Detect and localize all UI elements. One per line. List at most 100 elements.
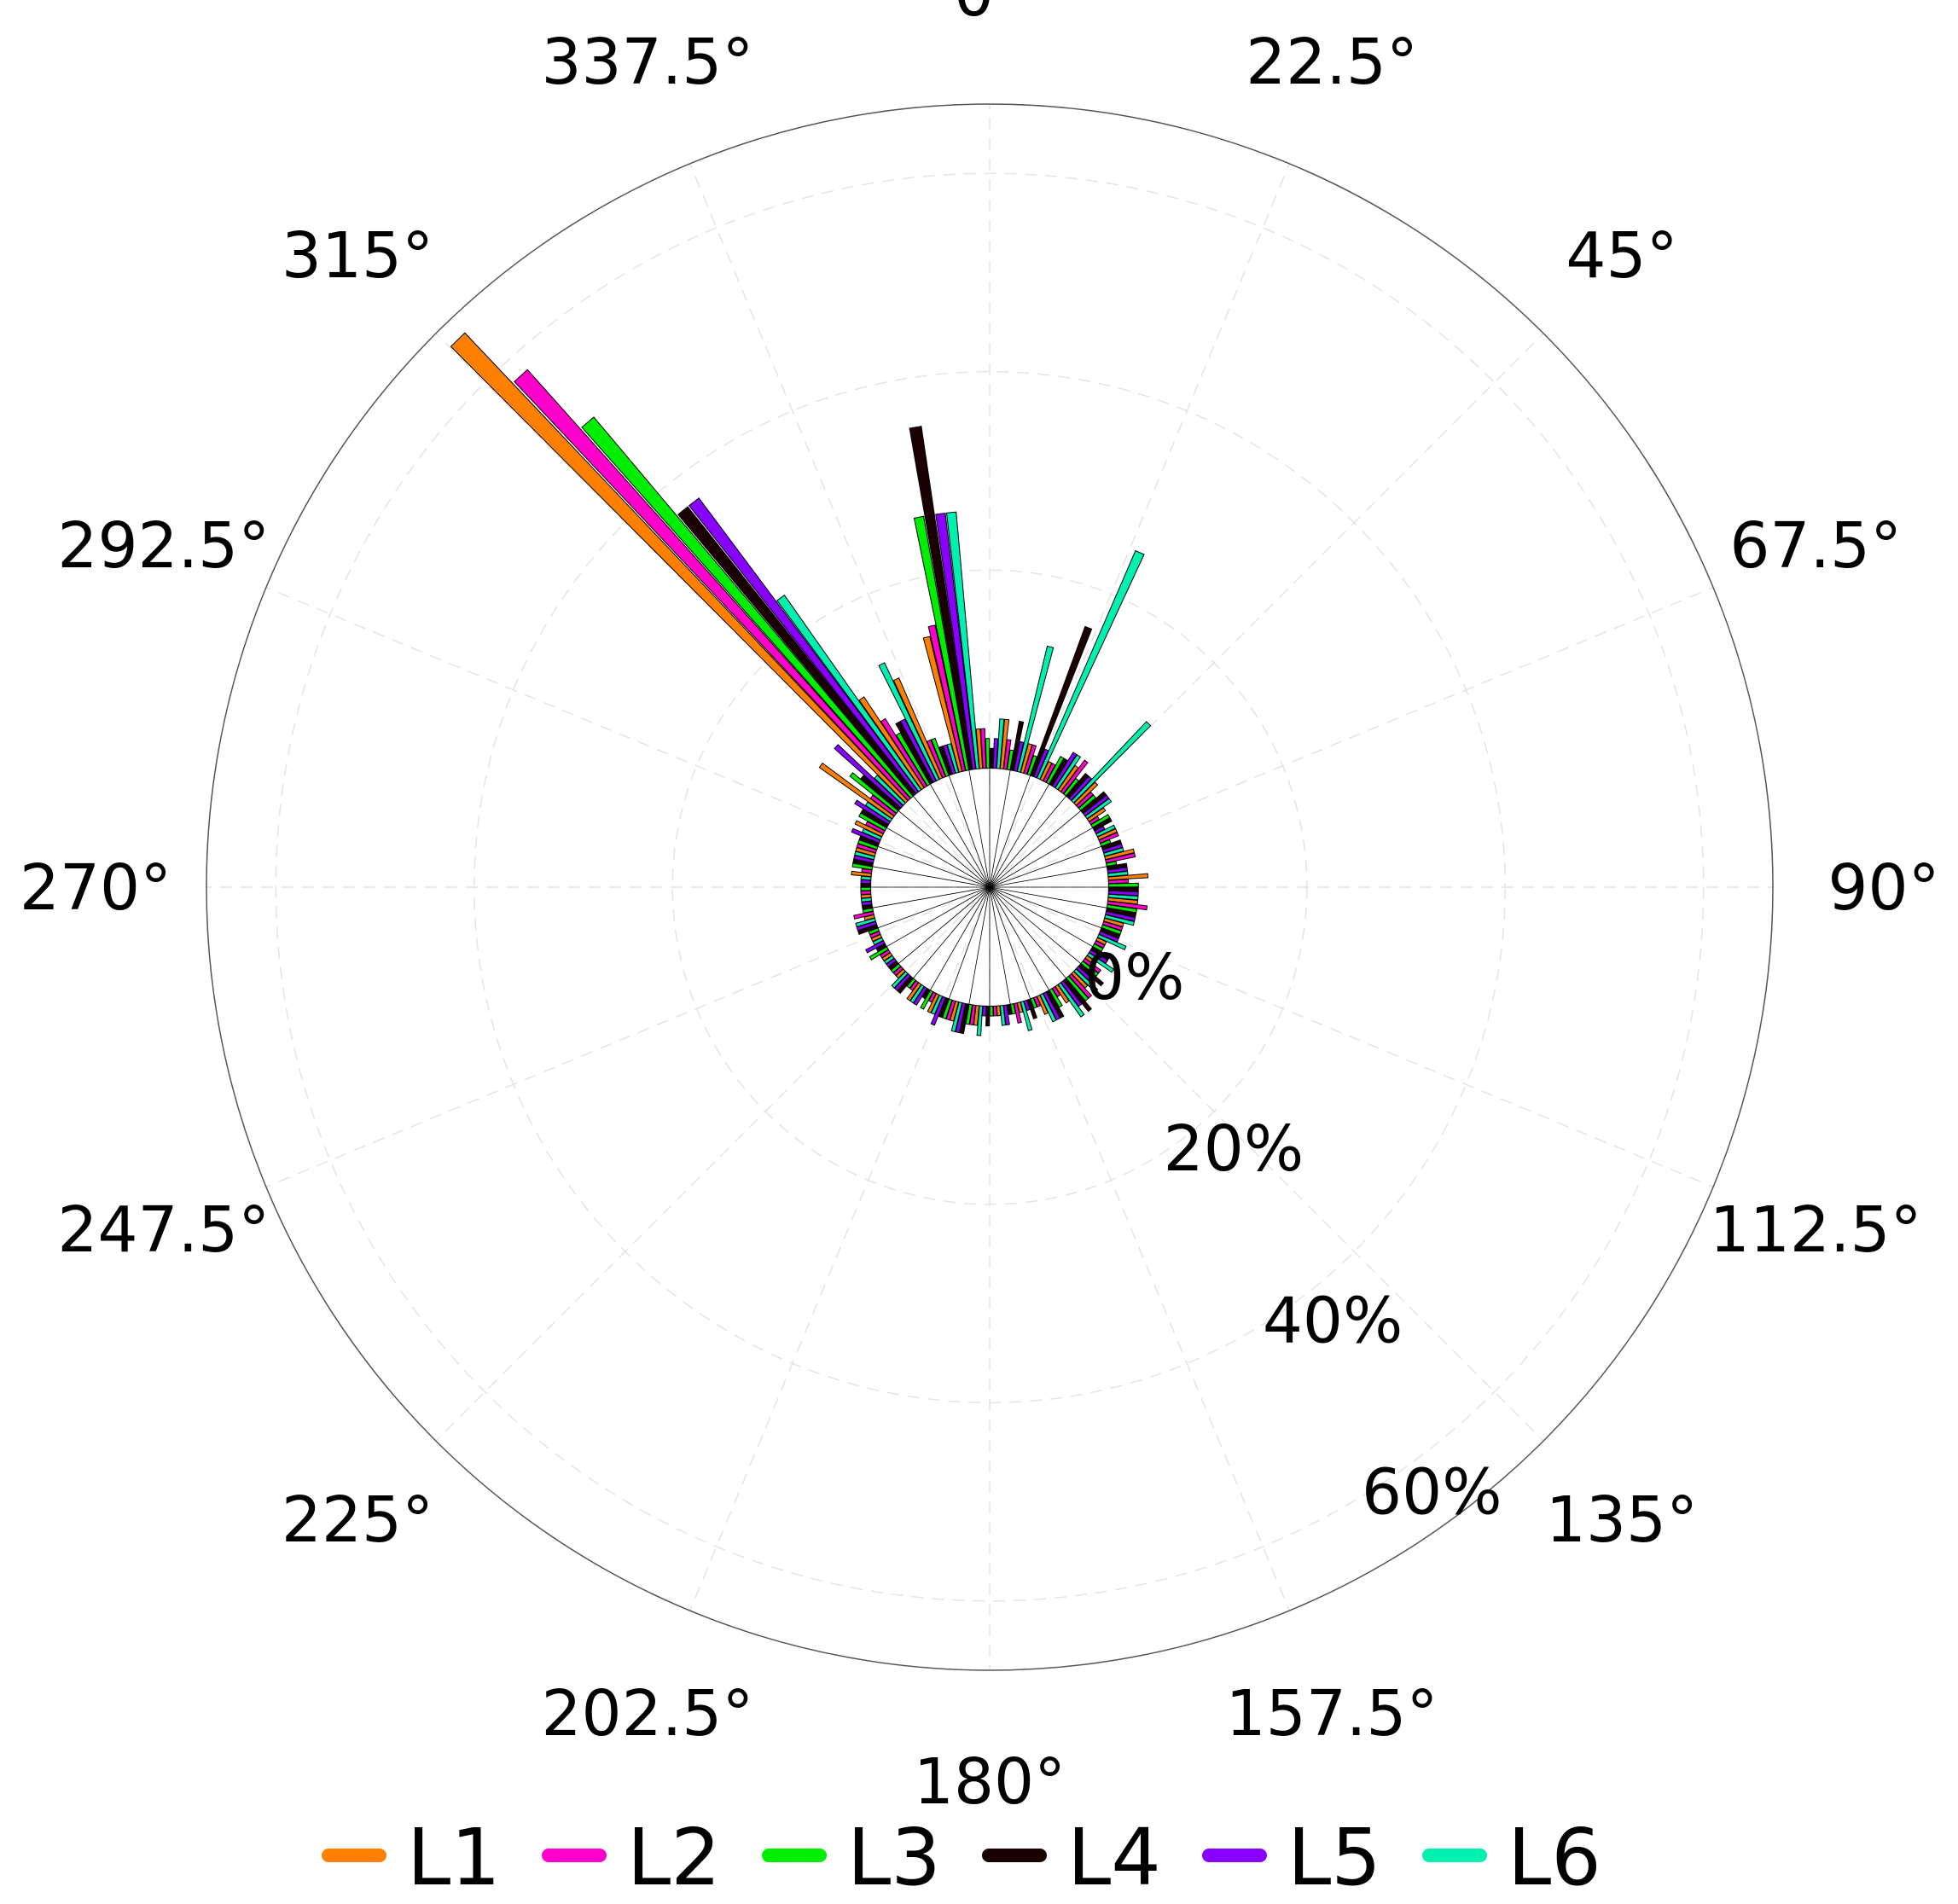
hub-spoke	[989, 769, 1011, 888]
bar-L2-0	[979, 728, 987, 769]
bar-L1-330	[858, 696, 925, 791]
bar-L1-180	[996, 1005, 1002, 1017]
hub-spoke	[989, 886, 1066, 979]
bar-L1-340	[892, 677, 944, 781]
bar-L3-280	[851, 862, 874, 871]
bar-L5-120	[1088, 949, 1109, 964]
hub-spoke	[948, 775, 991, 888]
legend: L1 L2 L3 L4 L5 L6	[322, 1812, 1601, 1903]
bar-L6-240	[872, 937, 884, 946]
bar-L5-280	[853, 855, 874, 864]
bar-L5-20	[1033, 748, 1049, 779]
bar-L4-180	[985, 1005, 991, 1027]
chart-bars	[450, 332, 1152, 1036]
bar-L3-170	[1009, 1003, 1016, 1015]
bar-L6-110	[1096, 933, 1127, 951]
bar-L3-30	[1045, 756, 1065, 785]
bar-L2-210	[927, 991, 937, 1003]
bar-L6-190	[950, 1001, 963, 1033]
bar-L2-330	[880, 717, 928, 789]
bar-L1-120	[1095, 937, 1107, 946]
bar-L5-50	[1082, 794, 1110, 817]
bar-L2-310	[869, 794, 898, 817]
bar-L6-50	[1084, 798, 1113, 820]
bar-L6-0	[996, 718, 1005, 769]
bar-L1-190	[973, 1004, 980, 1026]
angular-gridline	[265, 886, 991, 1187]
bar-L6-330	[878, 662, 940, 781]
bar-L1-230	[895, 968, 906, 979]
bar-L6-280	[854, 850, 875, 861]
bar-L5-350	[935, 512, 977, 770]
angular-gridline	[989, 163, 1290, 888]
bar-L4-50	[1080, 791, 1107, 815]
bar-L3-290	[857, 839, 879, 850]
bar-L1-30	[1039, 761, 1053, 781]
bar-L6-250	[855, 917, 876, 928]
bar-L6-30	[1055, 754, 1082, 791]
bar-L6-60	[1095, 824, 1116, 838]
bar-L1-300	[854, 820, 884, 838]
bar-L3-0	[985, 738, 991, 769]
hub-spoke	[989, 845, 1102, 888]
bar-L5-200	[930, 996, 946, 1026]
bar-L6-160	[1020, 1001, 1033, 1031]
bar-L1-270	[860, 893, 872, 899]
hub-spoke	[913, 886, 991, 979]
bar-L4-30	[1049, 758, 1068, 787]
bar-L5-320	[688, 497, 920, 795]
hub-spoke	[989, 827, 1093, 888]
bar-L3-40	[1062, 777, 1080, 797]
bar-L6-120	[1086, 952, 1115, 973]
bar-L6-230	[883, 955, 895, 965]
bar-L1-60	[1086, 807, 1107, 822]
bar-L5-150	[1043, 991, 1061, 1021]
bar-L3-110	[1101, 924, 1122, 936]
bar-L2-340	[927, 739, 946, 779]
bar-L4-230	[887, 960, 899, 971]
bar-L5-290	[851, 827, 881, 844]
bar-L2-110	[1101, 920, 1124, 932]
hub-spoke	[877, 845, 991, 888]
angle-tick-label: 157.5°	[1226, 1677, 1438, 1750]
bar-L6-130	[1073, 968, 1099, 993]
bar-L6-350	[945, 511, 980, 770]
bar-L3-150	[1049, 988, 1063, 1008]
bar-L3-210	[920, 990, 934, 1010]
angle-tick-label: 247.5°	[57, 1193, 270, 1267]
radial-tick-label: 60%	[1362, 1456, 1502, 1530]
bar-L4-90	[1107, 886, 1139, 892]
bar-L1-170	[1016, 1001, 1024, 1013]
bar-L4-250	[857, 924, 879, 936]
bar-L5-270	[860, 879, 872, 885]
bar-L5-340	[942, 744, 956, 775]
bar-L6-310	[874, 775, 906, 806]
bar-L4-100	[1106, 907, 1137, 918]
bar-L4-210	[921, 988, 931, 1000]
bar-L5-310	[834, 744, 904, 809]
bar-L2-320	[514, 369, 911, 802]
bar-L2-290	[856, 843, 878, 854]
angle-tick-label: 292.5°	[57, 509, 270, 583]
bar-L3-120	[1092, 943, 1104, 952]
bar-L1-40	[1057, 764, 1079, 792]
bar-L5-230	[886, 957, 898, 968]
bar-L3-60	[1090, 814, 1111, 828]
bar-L1-50	[1073, 781, 1099, 806]
hub-spoke	[989, 775, 1031, 888]
legend-label-L1: L1	[407, 1812, 501, 1903]
bar-L6-180	[976, 1005, 984, 1036]
legend-label-L6: L6	[1508, 1812, 1601, 1903]
bar-L1-310	[818, 762, 895, 820]
bar-L2-300	[865, 821, 886, 834]
bar-L4-260	[861, 903, 874, 910]
bar-L5-140	[1060, 979, 1083, 1007]
hub-spoke	[989, 886, 1102, 929]
bar-L5-130	[1075, 966, 1095, 984]
bar-L4-110	[1100, 927, 1121, 939]
hub-spoke	[929, 784, 991, 888]
bar-L2-130	[1082, 957, 1102, 974]
bar-L3-310	[849, 772, 899, 815]
bar-L3-340	[931, 737, 950, 777]
bar-L5-70	[1101, 843, 1124, 854]
